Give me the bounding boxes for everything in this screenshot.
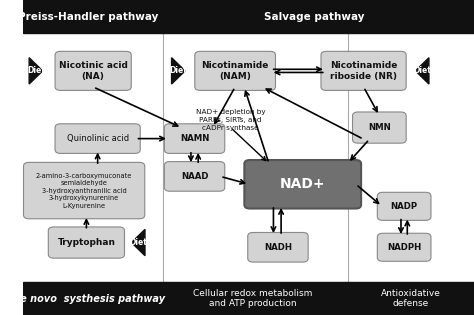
Text: Quinolinic acid: Quinolinic acid [67,134,129,143]
Text: NAMN: NAMN [180,134,209,143]
FancyBboxPatch shape [348,282,474,315]
FancyBboxPatch shape [164,162,225,191]
FancyBboxPatch shape [163,0,474,33]
FancyBboxPatch shape [23,0,163,33]
Text: NADP: NADP [391,202,418,211]
Text: NAAD: NAAD [181,172,208,181]
FancyBboxPatch shape [164,124,225,153]
Text: NAD+ depletion by
PARPs, SIRTs, and
cADPr synthase: NAD+ depletion by PARPs, SIRTs, and cADP… [196,109,265,131]
FancyBboxPatch shape [321,51,406,90]
FancyBboxPatch shape [48,227,125,258]
Text: 2-amino-3-carboxymuconate
semialdehyde
3-hydroxyanthranilic acid
3-hydroxykynure: 2-amino-3-carboxymuconate semialdehyde 3… [36,173,132,209]
Text: Tryptophan: Tryptophan [57,238,115,247]
FancyBboxPatch shape [55,124,140,153]
FancyBboxPatch shape [353,112,406,143]
FancyBboxPatch shape [245,160,361,209]
Text: NADH: NADH [264,243,292,252]
Text: Diet: Diet [169,66,187,75]
Text: NADPH: NADPH [387,243,421,252]
FancyArrow shape [172,58,185,84]
Text: NMN: NMN [368,123,391,132]
FancyArrow shape [29,58,43,84]
Text: Diet: Diet [27,66,45,75]
Text: De novo  systhesis pathway: De novo systhesis pathway [12,294,165,304]
FancyArrow shape [131,229,145,256]
Text: Diet: Diet [129,238,147,247]
FancyBboxPatch shape [163,282,348,315]
Text: Nicotinamide
(NAM): Nicotinamide (NAM) [201,61,269,81]
Text: Salvage pathway: Salvage pathway [264,12,364,22]
Text: Cellular redox metabolism
and ATP production: Cellular redox metabolism and ATP produc… [193,289,313,308]
FancyBboxPatch shape [377,233,431,261]
Text: Nicotinamide
riboside (NR): Nicotinamide riboside (NR) [330,61,397,81]
FancyBboxPatch shape [248,232,308,262]
Text: Preiss-Handler pathway: Preiss-Handler pathway [18,12,159,22]
FancyBboxPatch shape [55,51,131,90]
FancyBboxPatch shape [195,51,275,90]
Text: NAD+: NAD+ [280,177,326,191]
Text: Antioxidative
defense: Antioxidative defense [381,289,441,308]
Text: Diet: Diet [413,66,431,75]
FancyBboxPatch shape [377,192,431,220]
FancyArrow shape [415,58,429,84]
FancyBboxPatch shape [24,163,145,219]
Text: Nicotinic acid
(NA): Nicotinic acid (NA) [59,61,128,81]
FancyBboxPatch shape [23,282,163,315]
